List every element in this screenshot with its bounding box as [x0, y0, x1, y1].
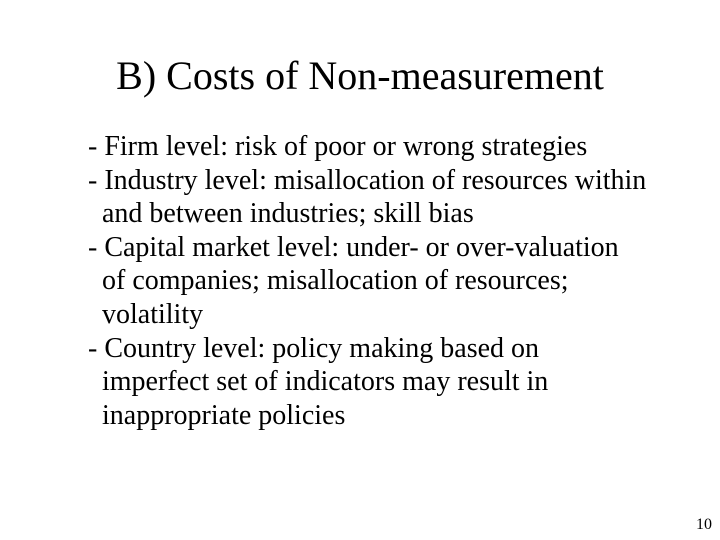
- bullet-item: - Capital market level: under- or over-v…: [88, 231, 648, 332]
- slide-title: B) Costs of Non-measurement: [0, 52, 720, 99]
- slide-body: - Firm level: risk of poor or wrong stra…: [88, 130, 648, 432]
- bullet-item: - Industry level: misallocation of resou…: [88, 164, 648, 231]
- page-number: 10: [696, 516, 712, 534]
- bullet-item: - Firm level: risk of poor or wrong stra…: [88, 130, 648, 164]
- bullet-item: - Country level: policy making based on …: [88, 332, 648, 433]
- slide: B) Costs of Non-measurement - Firm level…: [0, 0, 720, 540]
